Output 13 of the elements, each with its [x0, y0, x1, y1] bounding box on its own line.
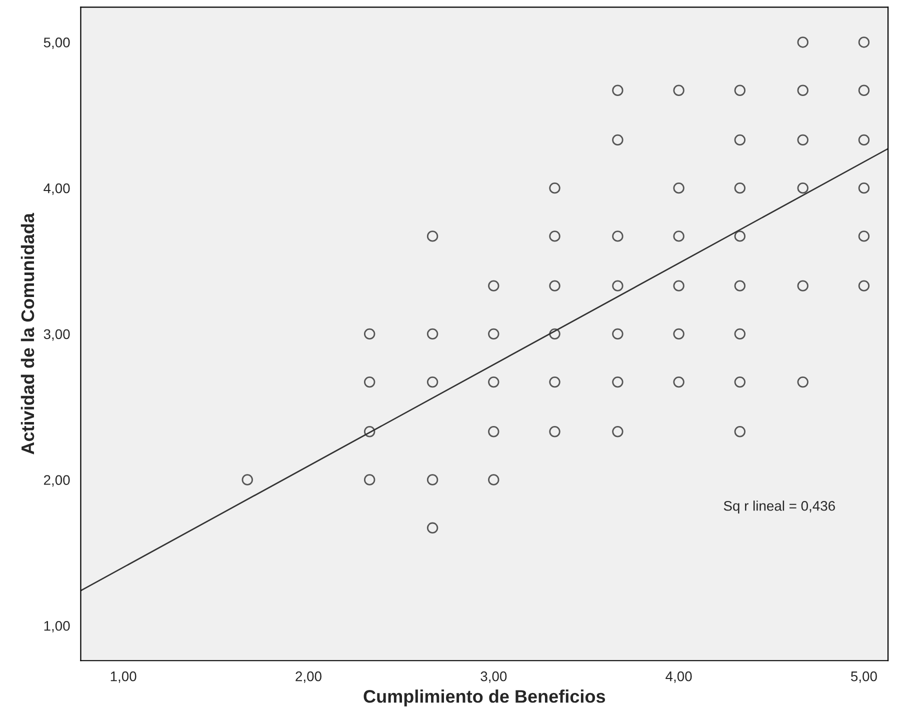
annotation: Sq r lineal = 0,436 — [724, 500, 835, 514]
y-axis-title: Actividad de la Comunidada — [20, 212, 34, 454]
x-tick-label: 1,00 — [110, 671, 136, 683]
x-tick-label: 3,00 — [480, 671, 507, 683]
x-tick-label: 4,00 — [666, 671, 692, 683]
y-tick-label: 4,00 — [44, 183, 70, 195]
x-tick-label: 5,00 — [851, 671, 877, 683]
y-tick-label: 2,00 — [44, 475, 70, 487]
y-tick-label: 1,00 — [44, 620, 70, 632]
y-tick-label: 3,00 — [44, 329, 70, 341]
x-tick-label: 2,00 — [296, 671, 322, 683]
y-tick-label: 5,00 — [44, 38, 70, 50]
x-axis-title: Cumplimiento de Beneficios — [364, 690, 606, 706]
